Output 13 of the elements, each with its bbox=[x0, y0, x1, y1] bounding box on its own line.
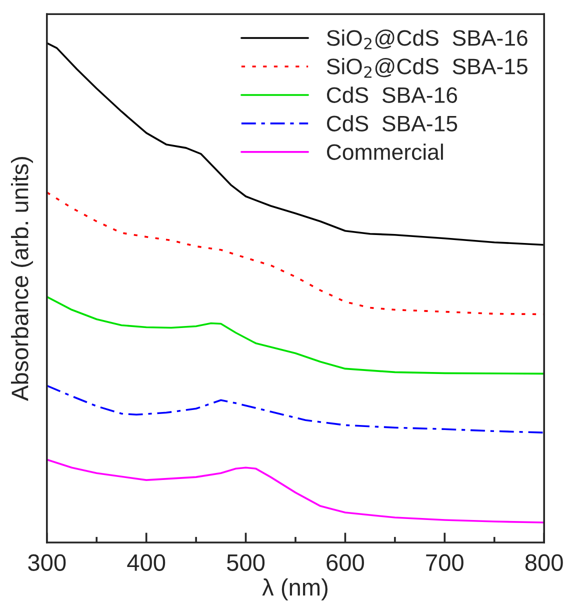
x-tick-label: 300 bbox=[28, 554, 66, 571]
x-tick-label: 700 bbox=[426, 554, 464, 571]
legend-label: CdS SBA-15 bbox=[327, 115, 458, 132]
legend-label: Commercial bbox=[327, 144, 443, 160]
x-axis-title: λ (nm) bbox=[262, 578, 328, 600]
y-axis-title: Absorbance (arb. units) bbox=[10, 157, 33, 401]
legend-label: SiO$_{2}$@CdS SBA-16 bbox=[326, 30, 528, 50]
x-tick-label: 600 bbox=[326, 554, 364, 571]
legend-label: SiO$_{2}$@CdS SBA-15 bbox=[326, 58, 528, 78]
x-tick-label: 400 bbox=[127, 554, 166, 571]
x-tick-label: 800 bbox=[525, 554, 563, 571]
legend-label: CdS SBA-16 bbox=[327, 86, 458, 103]
x-tick-label: 500 bbox=[227, 554, 265, 571]
